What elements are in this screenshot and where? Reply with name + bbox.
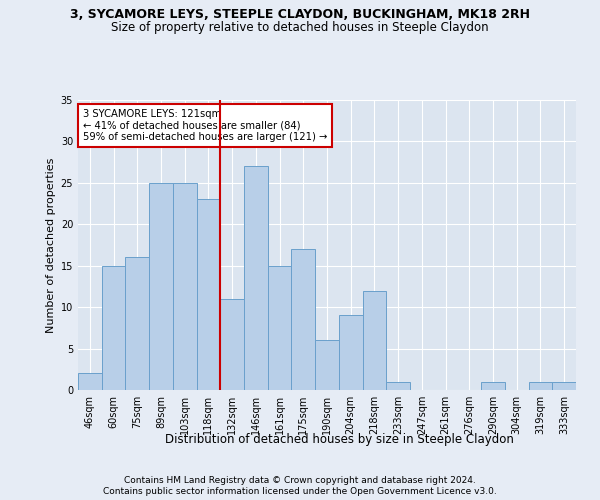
- Text: 3, SYCAMORE LEYS, STEEPLE CLAYDON, BUCKINGHAM, MK18 2RH: 3, SYCAMORE LEYS, STEEPLE CLAYDON, BUCKI…: [70, 8, 530, 20]
- Bar: [552, 382, 576, 390]
- Bar: [362, 290, 386, 390]
- Bar: [149, 183, 173, 390]
- Bar: [173, 183, 197, 390]
- Bar: [339, 316, 362, 390]
- Bar: [529, 382, 552, 390]
- Text: 3 SYCAMORE LEYS: 121sqm
← 41% of detached houses are smaller (84)
59% of semi-de: 3 SYCAMORE LEYS: 121sqm ← 41% of detache…: [83, 108, 328, 142]
- Bar: [292, 249, 315, 390]
- Bar: [125, 258, 149, 390]
- Bar: [268, 266, 292, 390]
- Bar: [386, 382, 410, 390]
- Text: Distribution of detached houses by size in Steeple Claydon: Distribution of detached houses by size …: [164, 432, 514, 446]
- Text: Contains public sector information licensed under the Open Government Licence v3: Contains public sector information licen…: [103, 488, 497, 496]
- Bar: [315, 340, 339, 390]
- Bar: [220, 299, 244, 390]
- Bar: [244, 166, 268, 390]
- Y-axis label: Number of detached properties: Number of detached properties: [46, 158, 56, 332]
- Bar: [102, 266, 125, 390]
- Bar: [78, 374, 102, 390]
- Text: Contains HM Land Registry data © Crown copyright and database right 2024.: Contains HM Land Registry data © Crown c…: [124, 476, 476, 485]
- Text: Size of property relative to detached houses in Steeple Claydon: Size of property relative to detached ho…: [111, 21, 489, 34]
- Bar: [481, 382, 505, 390]
- Bar: [197, 200, 220, 390]
